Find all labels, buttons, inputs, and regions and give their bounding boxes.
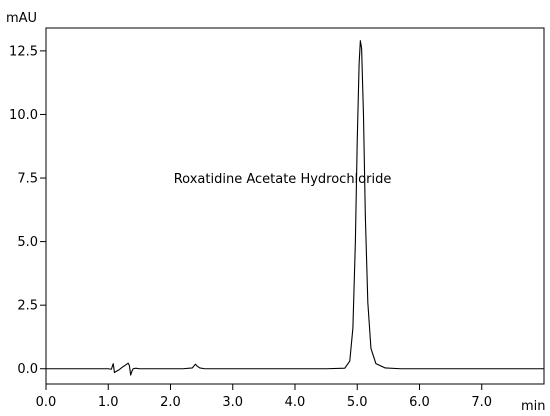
plot-frame (45, 27, 545, 385)
x-axis-ticks: 0.0 1.0 2.0 3.0 4.0 5.0 6.0 7.0 (36, 384, 492, 410)
peak-annotations: Roxatidine Acetate Hydrochloride (174, 172, 392, 187)
x-tick-label: 5.0 (347, 395, 368, 410)
y-tick-label: 7.5 (17, 172, 38, 187)
x-tick-label: 6.0 (409, 395, 430, 410)
x-tick-label: 2.0 (160, 395, 181, 410)
y-axis-unit-label: mAU (6, 11, 37, 26)
y-tick-label: 0.0 (17, 362, 38, 377)
chromatogram-trace (46, 40, 544, 376)
peak-label: Roxatidine Acetate Hydrochloride (174, 172, 392, 187)
y-axis-ticks: 0.0 2.5 5.0 7.5 10.0 12.5 (9, 44, 46, 377)
x-tick-label: 3.0 (222, 395, 243, 410)
y-tick-label: 10.0 (9, 108, 38, 123)
x-tick-label: 7.0 (471, 395, 492, 410)
x-tick-label: 0.0 (36, 395, 57, 410)
y-tick-label: 2.5 (17, 299, 38, 314)
y-tick-label: 5.0 (17, 235, 38, 250)
y-tick-label: 12.5 (9, 44, 38, 59)
x-tick-label: 1.0 (98, 395, 119, 410)
x-tick-label: 4.0 (285, 395, 306, 410)
x-axis-unit-label: min (521, 399, 546, 414)
